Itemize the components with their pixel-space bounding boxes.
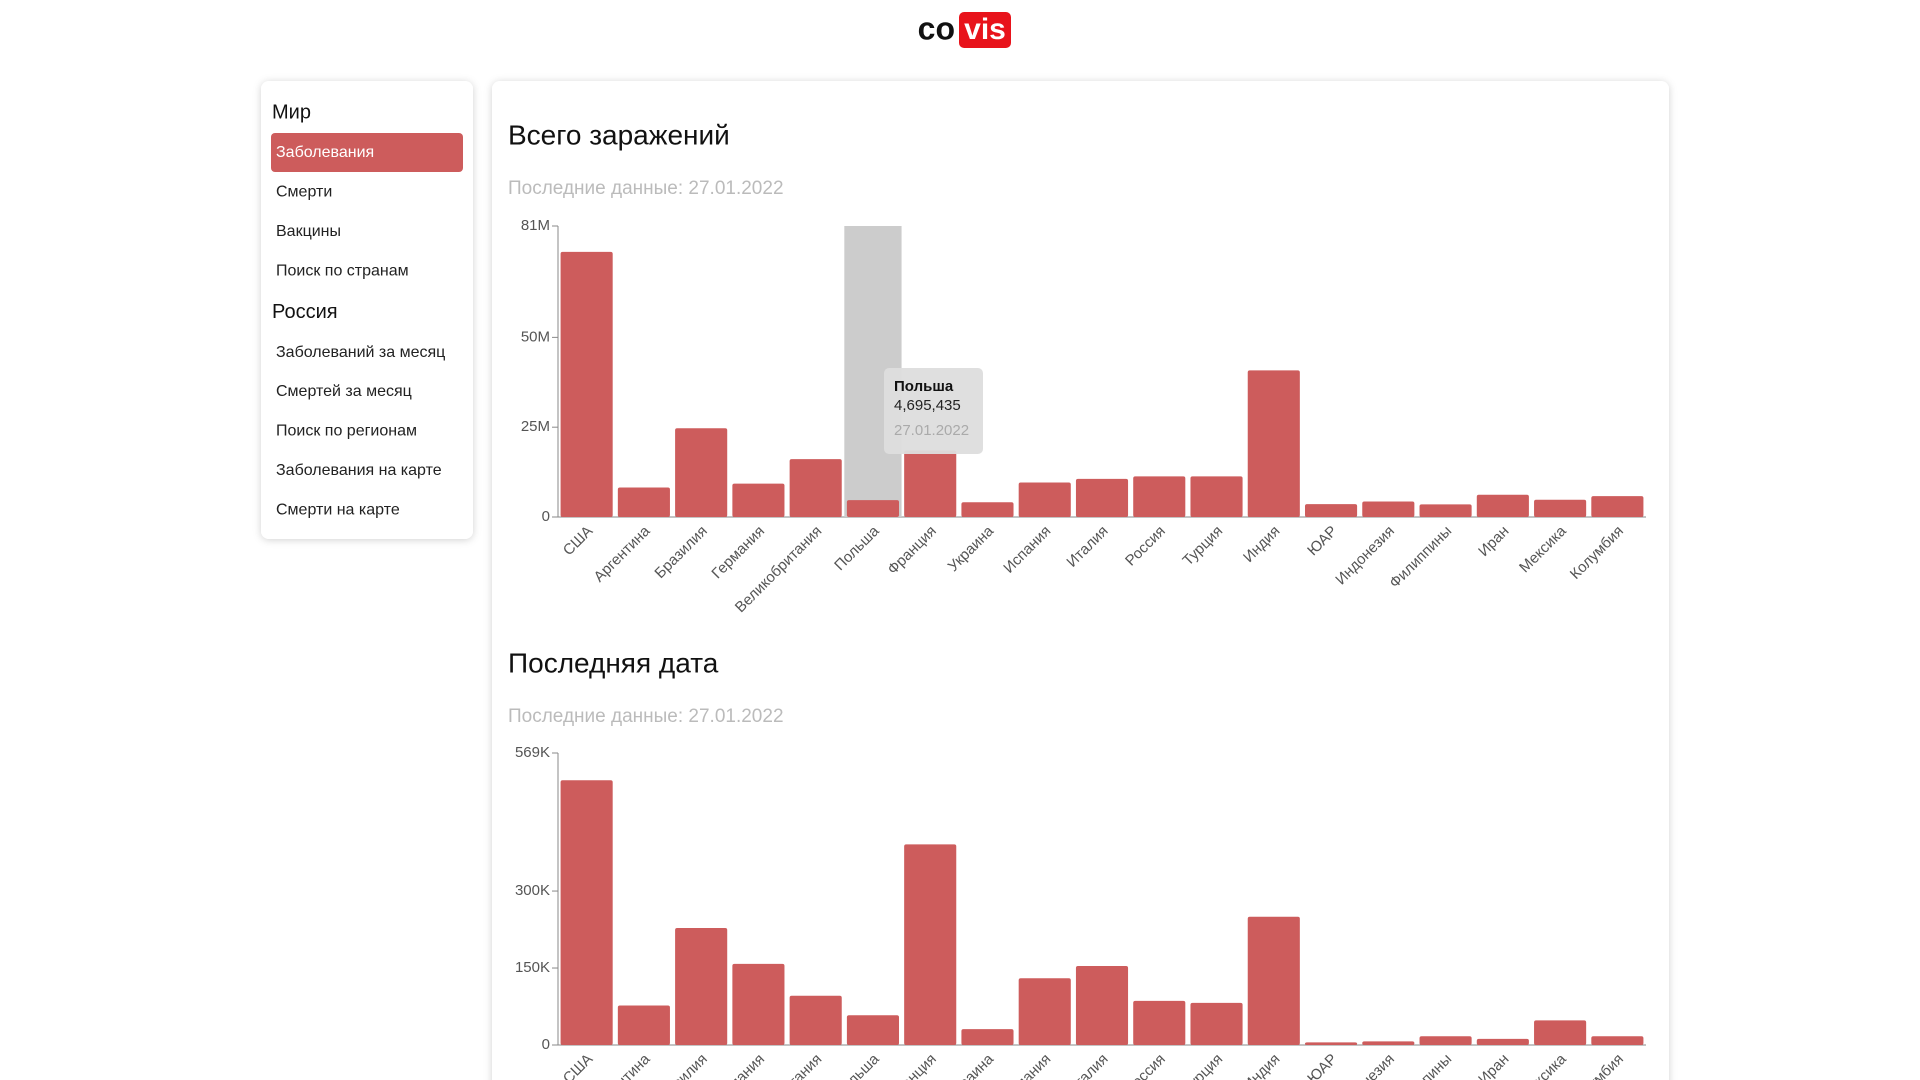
y-tick-label: 300K — [515, 882, 550, 899]
bar[interactable] — [1018, 978, 1071, 1045]
bar[interactable] — [1190, 1002, 1243, 1045]
bar[interactable] — [846, 1015, 900, 1045]
tooltip — [884, 368, 983, 454]
bar[interactable] — [846, 500, 900, 517]
bar[interactable] — [732, 963, 785, 1045]
bar[interactable] — [1133, 476, 1186, 517]
chart-subtitle: Последние данные: 27.01.2022 — [508, 178, 784, 199]
bar[interactable] — [904, 450, 957, 517]
bar[interactable] — [1476, 1038, 1529, 1045]
sidebar-card — [261, 81, 473, 539]
bar[interactable] — [1075, 478, 1129, 517]
nav-item[interactable]: Заболеваний за месяц — [276, 344, 445, 361]
tooltip-date: 27.01.2022 — [894, 422, 969, 439]
chart-title: Последняя дата — [508, 647, 719, 678]
bar[interactable] — [1591, 1036, 1644, 1045]
nav-item[interactable]: Заболевания — [276, 144, 374, 161]
bar[interactable] — [1534, 1020, 1587, 1045]
nav-item[interactable]: Поиск по странам — [276, 262, 409, 279]
y-tick-label: 25M — [521, 418, 550, 435]
sidebar-heading: Мир — [272, 101, 311, 123]
bar[interactable] — [1534, 499, 1587, 517]
bar[interactable] — [1247, 916, 1300, 1045]
bar[interactable] — [560, 251, 613, 517]
nav-item[interactable]: Заболевания на карте — [276, 462, 442, 479]
bar[interactable] — [1304, 1042, 1358, 1045]
logo-right: vis — [964, 13, 1006, 46]
bar[interactable] — [617, 487, 670, 517]
bar[interactable] — [1018, 482, 1071, 517]
nav-active — [271, 133, 463, 172]
bar[interactable] — [617, 1005, 670, 1045]
bar[interactable] — [1362, 1041, 1415, 1045]
bar[interactable] — [961, 1029, 1014, 1045]
chart-title: Всего заражений — [508, 119, 730, 150]
bar[interactable] — [675, 927, 728, 1045]
logo-badge — [959, 12, 1011, 48]
bar[interactable] — [675, 428, 728, 517]
y-tick-label: 50M — [521, 328, 550, 345]
bar[interactable] — [1190, 476, 1243, 517]
nav-item[interactable]: Поиск по регионам — [276, 423, 417, 440]
bar[interactable] — [1419, 504, 1472, 517]
tooltip-value: 4,695,435 — [894, 397, 961, 414]
main-card — [492, 81, 1669, 1080]
bar[interactable] — [1362, 501, 1415, 517]
nav-item[interactable]: Смерти на карте — [276, 501, 400, 518]
nav-item[interactable]: Смертей за месяц — [276, 383, 412, 400]
bar[interactable] — [560, 780, 613, 1045]
nav-item[interactable]: Смерти — [276, 184, 332, 201]
bar[interactable] — [961, 502, 1014, 517]
y-tick-label: 0 — [542, 1036, 550, 1053]
bar[interactable] — [1419, 1036, 1472, 1045]
bar[interactable] — [1304, 504, 1358, 517]
y-tick-label: 569K — [515, 744, 550, 761]
y-tick-label: 0 — [542, 508, 550, 525]
bar[interactable] — [1247, 370, 1300, 517]
bar[interactable] — [1591, 496, 1644, 517]
bar[interactable] — [1476, 494, 1529, 517]
y-tick-label: 81M — [521, 217, 550, 234]
bar[interactable] — [1133, 1000, 1186, 1045]
bar[interactable] — [789, 995, 842, 1045]
sidebar-heading: Россия — [272, 301, 338, 323]
y-tick-label: 150K — [515, 959, 550, 976]
bar[interactable] — [789, 459, 842, 517]
nav-item[interactable]: Вакцины — [276, 223, 341, 240]
chart-subtitle: Последние данные: 27.01.2022 — [508, 706, 784, 727]
logo-left: co — [918, 10, 955, 46]
bar[interactable] — [732, 483, 785, 517]
bar[interactable] — [1075, 965, 1129, 1045]
tooltip-title: Польша — [894, 378, 954, 395]
bar[interactable] — [904, 844, 957, 1045]
